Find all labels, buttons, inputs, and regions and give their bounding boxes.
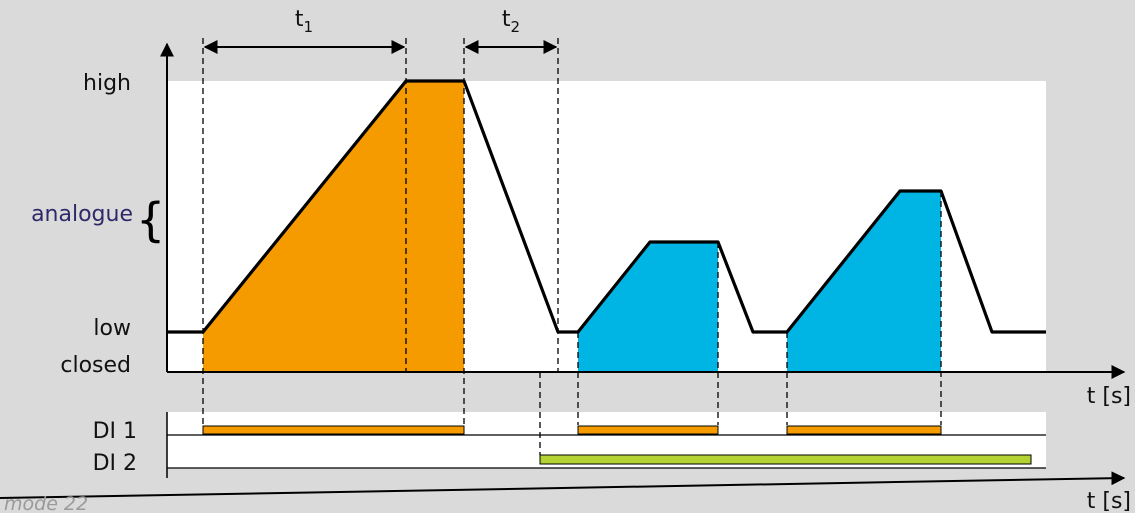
- lower-time-axis: [0, 471, 1126, 499]
- di2-label: DI 2: [93, 451, 137, 476]
- orange-fill-area: [203, 81, 464, 372]
- dashed-guides: [202, 38, 942, 455]
- signal-curve: [167, 79, 1046, 334]
- t2-label: t2: [502, 7, 520, 36]
- di2-bar: [539, 454, 1032, 465]
- blue-fill-area-2: [787, 191, 941, 372]
- low-label: low: [93, 316, 131, 341]
- di1-bar-3: [786, 425, 942, 435]
- t1-label: t1: [295, 7, 313, 36]
- di1-bar-2: [577, 425, 719, 435]
- analogue-label: analogue: [31, 202, 133, 227]
- closed-label: closed: [60, 353, 131, 378]
- high-label: high: [83, 71, 131, 96]
- blue-fill-area-1: [578, 242, 718, 372]
- upper-time-axis-label: t [s]: [1087, 384, 1131, 409]
- mode-caption: mode 22: [4, 493, 88, 513]
- di1-label: DI 1: [93, 419, 137, 444]
- di1-bar-1: [202, 425, 465, 435]
- analogue-brace: {: [136, 193, 165, 247]
- lower-time-axis-label: t [s]: [1087, 489, 1131, 513]
